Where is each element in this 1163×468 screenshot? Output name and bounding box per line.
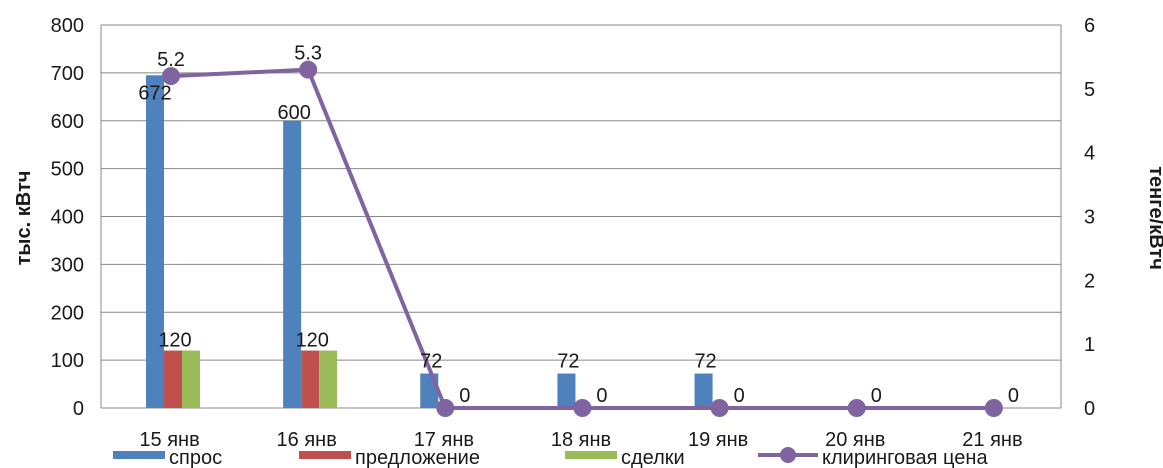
price-marker (299, 60, 318, 79)
y-tick-label: 600 (51, 111, 84, 133)
y-tick-label: 400 (51, 207, 84, 229)
y-tick-label: 300 (51, 254, 84, 276)
line-data-label: 0 (1008, 385, 1019, 407)
bar-предложение (301, 350, 320, 408)
y-tick-label: 200 (51, 302, 84, 324)
bar-спрос (420, 373, 439, 408)
bar-спрос (283, 120, 302, 408)
x-tick-label: 16 янв (277, 429, 337, 451)
price-marker (573, 399, 592, 417)
bar-спрос (146, 75, 164, 409)
bar-data-label: 120 (295, 330, 328, 352)
y2-tick-label: 3 (1084, 207, 1095, 229)
price-line (162, 60, 1003, 417)
line-data-label: 5.3 (294, 43, 322, 65)
price-marker (984, 399, 1003, 417)
legend: спрос предложение сделки клиринговая цена (113, 447, 988, 468)
bar-data-label: 600 (277, 102, 310, 124)
right-axis-ticks: 0 1 2 3 4 5 6 (1084, 15, 1095, 420)
bar-data-label: 672 (138, 82, 171, 104)
x-tick-label: 20 янв (825, 429, 885, 451)
bar-предложение (164, 350, 182, 408)
data-labels: 672 600 72 72 72 120 120 5.2 5.3 0 0 0 0 0 (138, 43, 1019, 407)
legend-swatch-спрос (113, 451, 165, 459)
gridlines (100, 24, 1062, 409)
y2-tick-label: 6 (1084, 15, 1095, 37)
y-tick-label: 700 (51, 63, 84, 85)
x-tick-label: 21 янв (962, 429, 1022, 451)
bar-data-label: 72 (557, 351, 579, 373)
left-axis-ticks: 0 100 200 300 400 500 600 700 800 (51, 15, 84, 420)
price-marker (162, 67, 180, 86)
x-tick-label: 15 янв (139, 429, 199, 451)
x-tick-label: 18 янв (551, 429, 611, 451)
price-marker (710, 399, 729, 417)
legend-label: сделки (621, 447, 685, 468)
bar-спрос (694, 373, 713, 408)
category-axis-ticks: 15 янв 16 янв 17 янв 18 янв 19 янв 20 янв 21 я… (139, 429, 1022, 451)
price-marker (847, 399, 866, 417)
left-axis-title: тыс. кВтч (13, 171, 35, 266)
legend-swatch-marker (780, 447, 796, 463)
line-data-label: 5.2 (157, 49, 185, 71)
bar-сделки (319, 350, 338, 408)
line-data-label: 0 (596, 385, 607, 407)
legend-label: клиринговая цена (822, 447, 988, 468)
bar-data-label: 72 (694, 351, 716, 373)
line-data-label: 0 (871, 385, 882, 407)
legend-swatch-сделки (565, 451, 617, 459)
y2-tick-label: 5 (1084, 79, 1095, 101)
y2-tick-label: 0 (1084, 398, 1095, 420)
y-tick-label: 0 (73, 398, 84, 420)
x-tick-label: 17 янв (414, 429, 474, 451)
y2-tick-label: 1 (1084, 334, 1095, 356)
y-tick-label: 800 (51, 15, 84, 37)
x-tick-label: 19 янв (688, 429, 748, 451)
bar-сделки (182, 350, 200, 408)
y-tick-label: 500 (51, 159, 84, 181)
y2-tick-label: 2 (1084, 270, 1095, 292)
bar-спрос (557, 373, 576, 408)
right-axis-title: тенге/кВтч (1145, 166, 1163, 270)
legend-swatch-предложение (299, 451, 351, 459)
y-tick-label: 100 (51, 350, 84, 372)
bars (146, 75, 713, 409)
line-data-label: 0 (734, 385, 745, 407)
y2-tick-label: 4 (1084, 143, 1095, 165)
bar-data-label: 120 (158, 330, 191, 352)
legend-label: предложение (355, 447, 480, 468)
line-data-label: 0 (459, 385, 470, 407)
bar-data-label: 72 (420, 351, 442, 373)
legend-label: спрос (169, 447, 222, 468)
price-marker (436, 399, 455, 417)
